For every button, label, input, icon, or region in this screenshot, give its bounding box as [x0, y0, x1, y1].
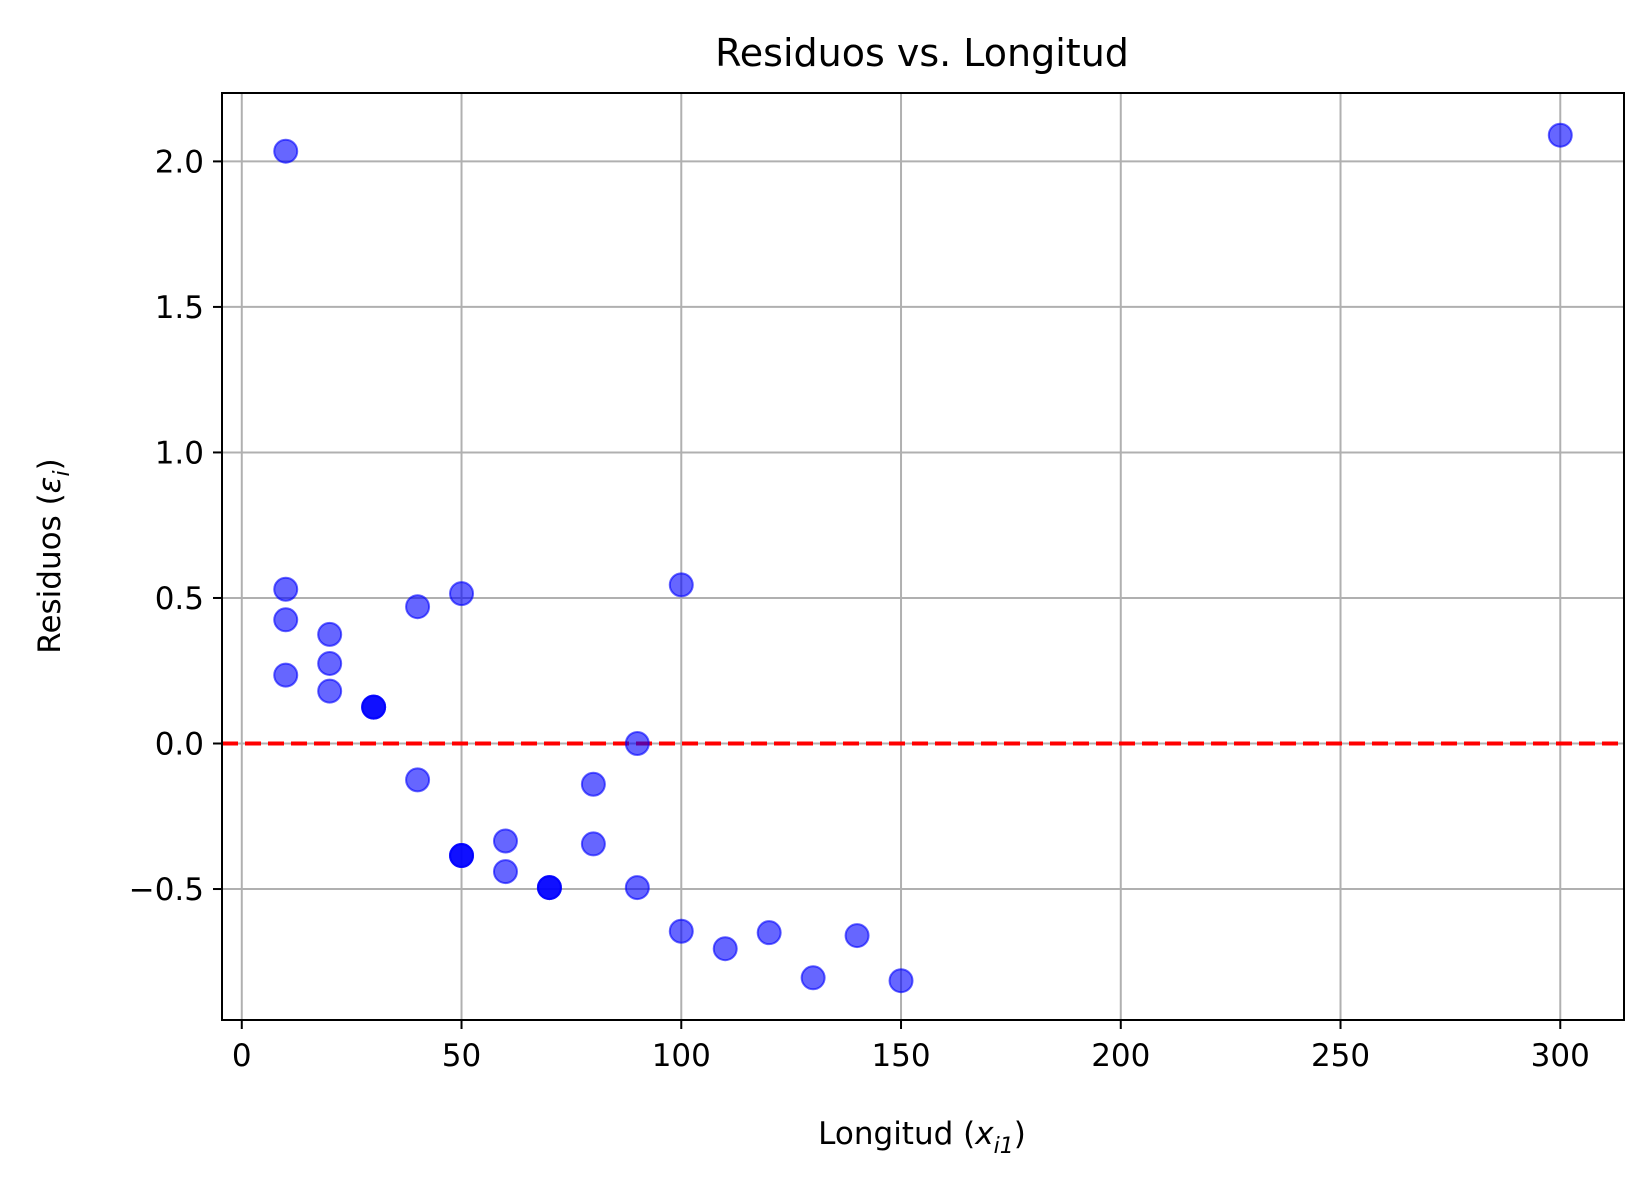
y-axis-ticks: −0.5 0.0 0.5 1.0 1.5 2.0 [129, 144, 222, 908]
x-axis-label-prefix: Longitud ( [818, 1116, 975, 1152]
data-point [449, 581, 475, 607]
data-point [361, 694, 387, 720]
data-point [800, 965, 826, 991]
x-tick-label: 0 [232, 1038, 252, 1074]
data-point [405, 767, 431, 793]
data-point [624, 875, 650, 901]
data-point [405, 594, 431, 620]
x-tick-label: 250 [1311, 1038, 1370, 1074]
data-point [536, 875, 562, 901]
data-point [317, 621, 343, 647]
data-point [1547, 122, 1573, 148]
x-tick-label: 50 [442, 1038, 481, 1074]
y-axis-label-sub: i [50, 470, 75, 476]
chart-title: Residuos vs. Longitud [715, 31, 1129, 75]
x-axis-label: Longitud (xi1) [818, 1116, 1026, 1159]
x-axis-ticks: 0 50 100 150 200 250 300 [232, 1020, 1590, 1074]
y-tick-label: 2.0 [155, 144, 204, 180]
axes-frame [221, 92, 1625, 1021]
data-point [492, 828, 518, 854]
data-point [844, 923, 870, 949]
x-axis-label-var: x [974, 1116, 994, 1152]
plot-area-border [221, 92, 1625, 1021]
data-point [756, 920, 782, 946]
data-point [580, 771, 606, 797]
y-tick-label: −0.5 [129, 872, 204, 908]
data-point [668, 918, 694, 944]
y-tick-label: 0.0 [155, 727, 204, 763]
x-tick-label: 150 [871, 1038, 930, 1074]
y-axis-label-prefix: Residuos ( [32, 493, 68, 653]
x-axis-label-suffix: ) [1014, 1116, 1026, 1152]
data-point [317, 650, 343, 676]
data-point [580, 831, 606, 857]
data-point [712, 936, 738, 962]
data-point [624, 731, 650, 757]
y-axis-label-suffix: ) [32, 458, 68, 470]
data-point [273, 607, 299, 633]
y-axis-label-var: ε [32, 477, 68, 494]
x-tick-label: 300 [1531, 1038, 1590, 1074]
x-tick-label: 200 [1091, 1038, 1150, 1074]
x-axis-label-sub: i1 [994, 1134, 1014, 1159]
data-point [273, 662, 299, 688]
y-tick-label: 0.5 [155, 581, 204, 617]
data-point [273, 576, 299, 602]
y-tick-label: 1.0 [155, 435, 204, 471]
y-axis-label: Residuos (εi) [32, 458, 75, 653]
x-tick-label: 100 [652, 1038, 711, 1074]
data-point [492, 859, 518, 885]
data-points [273, 122, 1573, 994]
data-point [449, 843, 475, 869]
data-point [668, 572, 694, 598]
data-point [317, 678, 343, 704]
y-tick-label: 1.5 [155, 290, 204, 326]
data-point [273, 138, 299, 164]
data-point [888, 968, 914, 994]
